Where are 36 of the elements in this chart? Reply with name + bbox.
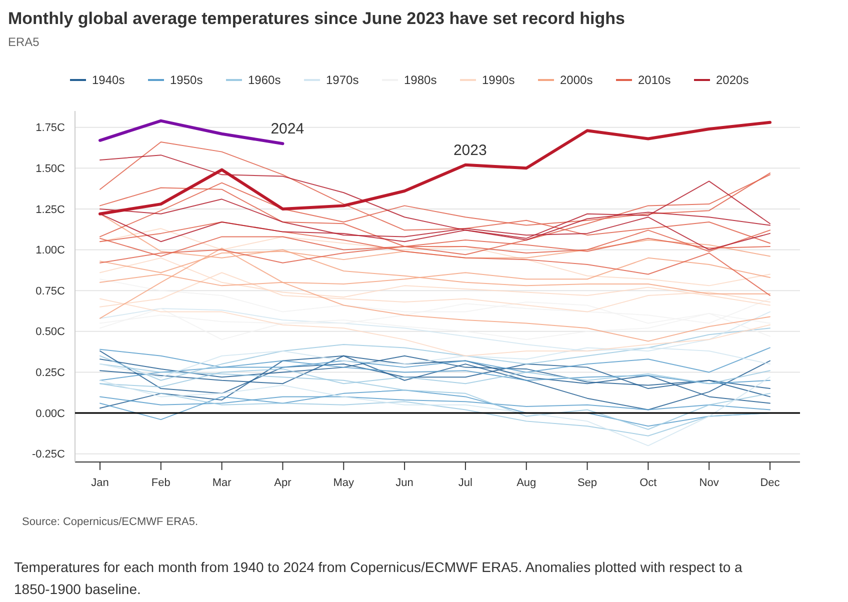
y-tick-label: 1.75C [36,122,66,134]
x-tick-label: Jun [396,477,414,489]
text: Temperatures for each month from 1940 to 2024 from Copernicus/ECMWF ERA5. Anomalies plotted with respect to a 1850-1900 baseline. [14,559,743,597]
chart-subtitle: ERA5 [8,35,40,49]
legend-label: 2000s [560,73,593,87]
x-tick-label: Dec [760,477,780,489]
x-tick-label: May [333,477,355,489]
chart-title: Monthly global average temperatures since June 2023 have set record highs [8,9,625,28]
y-tick-label: 1.50C [36,162,66,175]
legend-label: 2010s [638,73,671,87]
x-tick-label: Jan [91,477,109,489]
x-tick-label: Sep [577,477,598,489]
legend-label: 1940s [92,73,125,87]
x-tick-label: Feb [151,477,170,489]
x-tick-label: Nov [699,477,720,489]
x-tick-label: Apr [274,477,292,489]
y-tick-label: 1.25C [36,204,66,216]
annotation: 2023 [453,142,487,159]
x-tick-label: Oct [640,477,657,489]
legend-label: 1990s [482,73,515,87]
y-tick-label: 0.50C [36,326,66,338]
legend-label: 2020s [716,73,749,87]
y-tick-label: 0.25C [36,367,66,380]
y-tick-label: 0.00C [36,408,66,420]
x-tick-label: Mar [212,477,232,489]
x-tick-label: Aug [516,477,536,489]
y-tick-label: 0.75C [36,285,66,298]
source-note: Source: Copernicus/ECMWF ERA5. [22,516,198,528]
legend-label: 1960s [248,73,281,87]
legend-label: 1970s [326,73,359,87]
x-tick-label: Jul [458,477,472,489]
y-tick-label: -0.25C [32,448,66,461]
legend-label: 1980s [404,73,437,87]
y-tick-label: 1.00C [36,244,66,257]
annotation: 2024 [270,120,304,138]
legend-label: 1950s [170,73,203,87]
